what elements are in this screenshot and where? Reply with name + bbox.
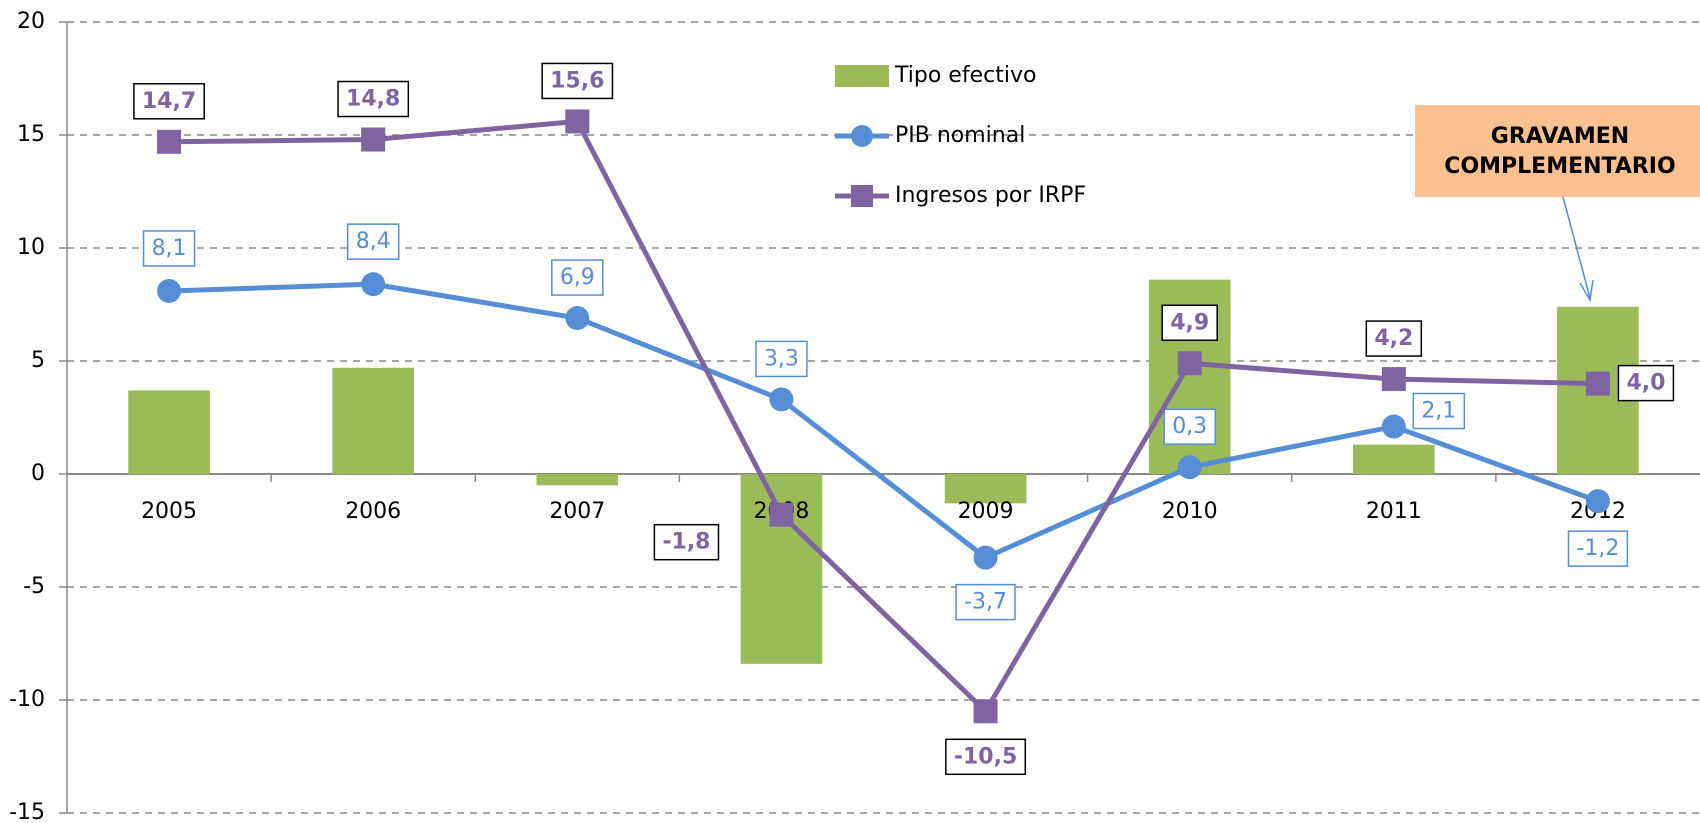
data-label: 8,1 bbox=[152, 236, 187, 261]
legend-swatch bbox=[851, 125, 873, 147]
marker bbox=[973, 699, 998, 724]
data-label: 8,4 bbox=[356, 229, 391, 254]
data-label: 3,3 bbox=[764, 346, 799, 371]
data-label: 2,1 bbox=[1421, 399, 1456, 424]
data-label: 14,8 bbox=[346, 87, 400, 112]
x-tick-label: 2011 bbox=[1366, 499, 1422, 524]
label-box bbox=[653, 523, 720, 561]
label-box bbox=[133, 83, 205, 120]
data-label: -3,7 bbox=[964, 590, 1007, 615]
y-tick-label: 0 bbox=[31, 461, 45, 486]
data-label: -1,2 bbox=[1576, 536, 1619, 561]
data-label: 6,9 bbox=[560, 265, 595, 290]
label-box bbox=[1567, 530, 1629, 567]
legend-label: Tipo efectivo bbox=[894, 63, 1036, 88]
marker bbox=[157, 129, 182, 154]
data-label: 4,2 bbox=[1374, 326, 1413, 351]
label-box bbox=[755, 340, 808, 378]
label-box bbox=[1412, 392, 1466, 430]
x-tick-label: 2006 bbox=[345, 499, 401, 524]
data-label: 0,3 bbox=[1172, 414, 1207, 439]
marker bbox=[565, 109, 590, 134]
annotation-arrow bbox=[1562, 196, 1591, 299]
label-box bbox=[1161, 304, 1218, 342]
y-tick-label: 5 bbox=[31, 348, 45, 373]
label-box bbox=[551, 259, 604, 296]
annotation-text: GRAVAMEN bbox=[1491, 124, 1629, 149]
label-box bbox=[955, 583, 1016, 621]
annotation-box bbox=[1415, 105, 1700, 197]
marker bbox=[1585, 489, 1610, 514]
legend-swatch bbox=[835, 65, 889, 87]
label-box bbox=[346, 223, 400, 260]
y-tick-label: -10 bbox=[9, 687, 45, 712]
legend-swatch bbox=[851, 185, 873, 207]
marker bbox=[1381, 414, 1406, 439]
x-tick-label: 2005 bbox=[141, 499, 197, 524]
data-label: 4,0 bbox=[1626, 371, 1665, 396]
bar bbox=[332, 367, 415, 474]
bar bbox=[128, 390, 210, 474]
y-tick-label: -15 bbox=[9, 800, 45, 823]
label-box bbox=[142, 230, 196, 267]
marker bbox=[769, 502, 794, 527]
label-box bbox=[1365, 320, 1423, 357]
label-box bbox=[337, 80, 410, 118]
x-tick-label: 2007 bbox=[549, 499, 605, 524]
marker bbox=[769, 387, 794, 412]
y-tick-label: -5 bbox=[23, 574, 45, 599]
marker bbox=[1585, 371, 1610, 396]
label-box bbox=[1617, 364, 1675, 402]
data-label: -10,5 bbox=[954, 744, 1017, 769]
bar bbox=[944, 474, 1027, 504]
x-tick-label: 2009 bbox=[958, 499, 1014, 524]
bar bbox=[536, 474, 619, 486]
marker bbox=[973, 545, 998, 570]
marker bbox=[1381, 367, 1406, 392]
data-label: -1,8 bbox=[662, 530, 710, 555]
annotation-arrowhead bbox=[1579, 279, 1594, 303]
line bbox=[168, 281, 1599, 561]
y-tick-label: 15 bbox=[17, 122, 45, 147]
label-box bbox=[1163, 408, 1216, 445]
label-box bbox=[541, 62, 614, 100]
label-box bbox=[945, 738, 1027, 776]
annotation-text: COMPLEMENTARIO bbox=[1444, 154, 1675, 179]
y-tick-label: 10 bbox=[17, 235, 45, 260]
marker bbox=[361, 127, 386, 152]
x-tick-label: 2010 bbox=[1162, 499, 1218, 524]
marker bbox=[1177, 351, 1202, 376]
marker bbox=[157, 278, 182, 303]
legend-label: Ingresos por IRPF bbox=[895, 183, 1086, 208]
marker bbox=[565, 306, 590, 331]
legend-label: PIB nominal bbox=[895, 123, 1025, 148]
data-label: 4,9 bbox=[1170, 310, 1209, 335]
marker bbox=[361, 272, 386, 297]
data-label: 15,6 bbox=[550, 68, 604, 93]
line bbox=[169, 118, 1598, 716]
data-label: 14,7 bbox=[142, 89, 196, 114]
marker bbox=[1177, 455, 1202, 480]
bar bbox=[1352, 444, 1435, 474]
y-tick-label: 20 bbox=[17, 9, 45, 34]
